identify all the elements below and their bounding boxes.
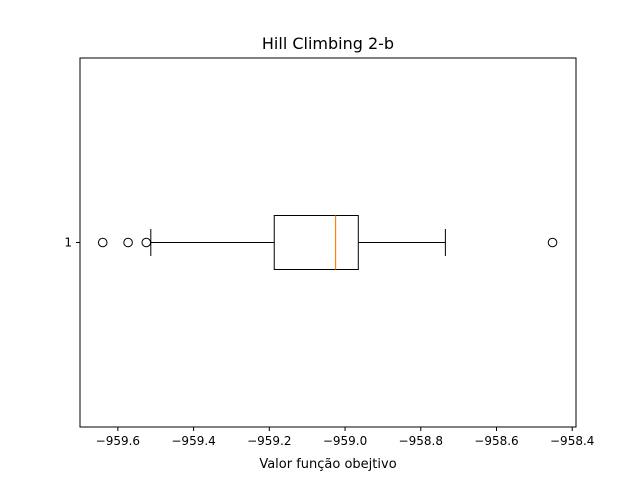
x-tick-label: −959.2 bbox=[247, 434, 291, 448]
x-tick-label: −958.6 bbox=[474, 434, 518, 448]
outlier-point bbox=[141, 237, 152, 248]
chart-title: Hill Climbing 2-b bbox=[262, 34, 394, 53]
outlier-point bbox=[97, 237, 108, 248]
x-tick-label: −959.0 bbox=[323, 434, 367, 448]
x-tick-label: −958.8 bbox=[399, 434, 443, 448]
x-tick-label: −959.6 bbox=[96, 434, 140, 448]
outlier-point bbox=[547, 237, 558, 248]
box-iqr bbox=[273, 215, 359, 270]
x-axis-label: Valor função obejtivo bbox=[259, 457, 396, 472]
y-tick-label: 1 bbox=[64, 236, 72, 250]
x-tick-label: −959.4 bbox=[171, 434, 215, 448]
outlier-point bbox=[123, 237, 133, 248]
x-tick-label: −958.4 bbox=[550, 434, 594, 448]
